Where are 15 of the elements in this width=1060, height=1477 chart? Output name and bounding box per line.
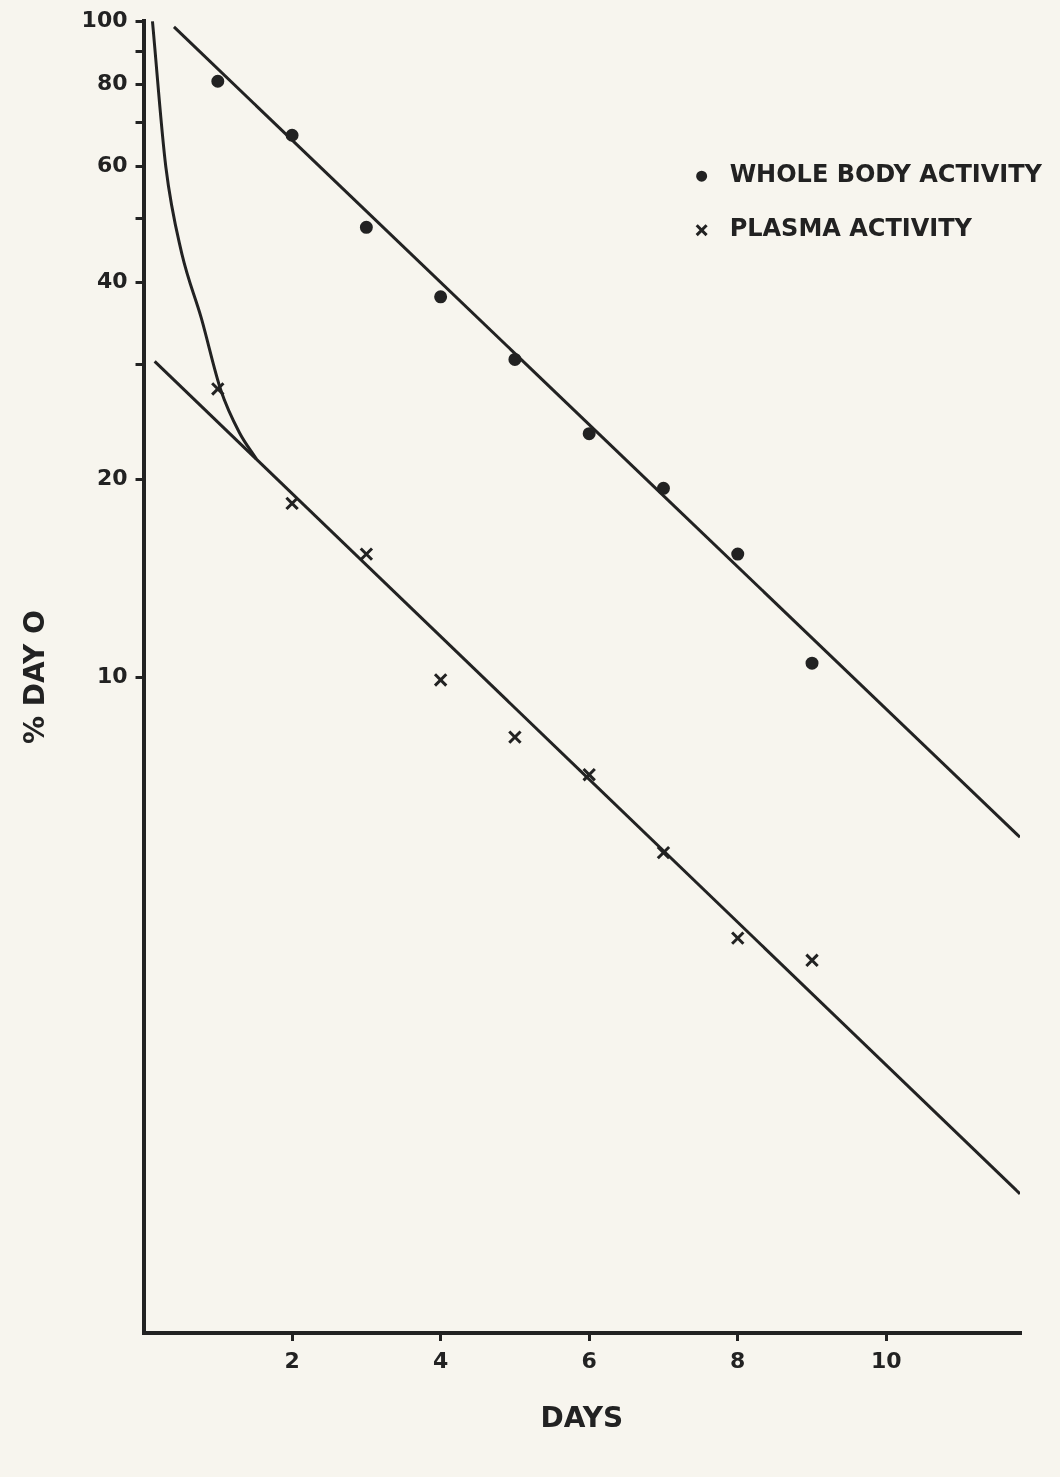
legend-label: WHOLE BODY ACTIVITY [729,160,1043,189]
x-tick-label: 8 [730,1347,746,1373]
x-tick-label: 2 [284,1347,300,1373]
x-tick-label: 6 [581,1347,597,1373]
y-tick-label: 100 [81,6,128,32]
y-tick-label: 40 [96,267,128,293]
x-axis-title: DAYS [540,1401,624,1435]
y-tick-label: 80 [96,70,128,96]
y-tick-label: 10 [96,662,128,688]
y-axis-title: % DAY O [18,610,52,745]
y-tick-label: 60 [96,152,128,178]
x-tick-label: 10 [870,1347,902,1373]
x-tick-label: 4 [432,1347,449,1373]
legend-label: PLASMA ACTIVITY [729,214,973,243]
y-tick-label: 20 [96,465,128,491]
